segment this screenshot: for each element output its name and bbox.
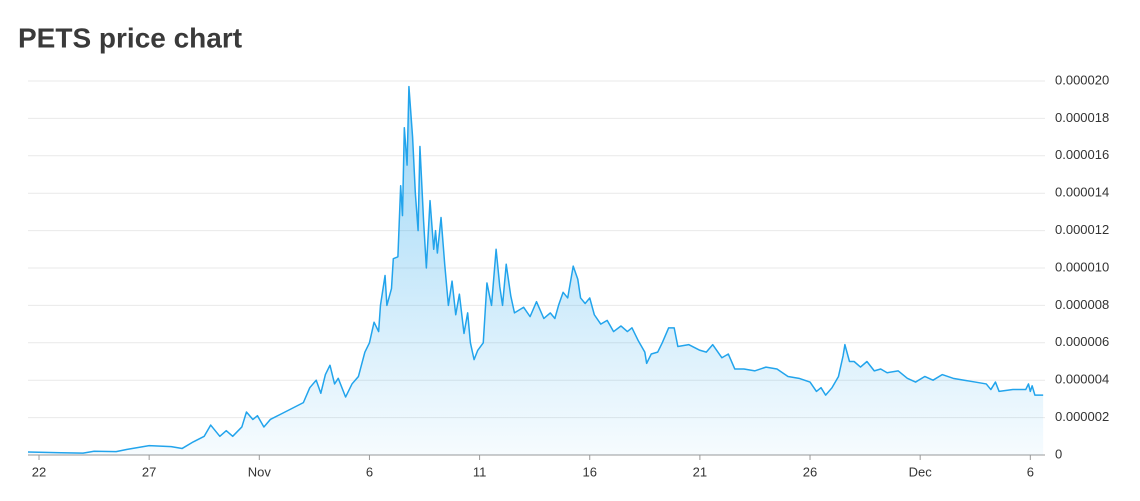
y-tick-label: 0.000018: [1055, 110, 1109, 125]
y-tick-label: 0.000004: [1055, 372, 1109, 387]
y-tick-label: 0.000012: [1055, 222, 1109, 237]
chart-title: PETS price chart: [18, 22, 242, 53]
x-tick-label: 27: [142, 464, 156, 479]
y-tick-label: 0.000010: [1055, 259, 1109, 274]
x-tick-label: 21: [693, 464, 707, 479]
x-tick-label: 11: [473, 464, 487, 479]
x-tick-label: Dec: [909, 464, 933, 479]
x-tick-label: 16: [583, 464, 597, 479]
x-tick-label: 26: [803, 464, 817, 479]
x-tick-label: Nov: [248, 464, 272, 479]
x-tick-label: 6: [366, 464, 373, 479]
y-tick-label: 0: [1055, 446, 1062, 461]
x-tick-label: 22: [32, 464, 46, 479]
area-fill: [28, 86, 1044, 456]
x-tick-label: 6: [1027, 464, 1034, 479]
y-tick-label: 0.000008: [1055, 297, 1109, 312]
y-tick-label: 0.000014: [1055, 185, 1109, 200]
y-tick-label: 0.000006: [1055, 334, 1109, 349]
y-tick-label: 0.000002: [1055, 409, 1109, 424]
y-tick-label: 0.000016: [1055, 147, 1109, 162]
y-tick-label: 0.000020: [1055, 72, 1109, 87]
price-line: [27, 85, 1044, 454]
